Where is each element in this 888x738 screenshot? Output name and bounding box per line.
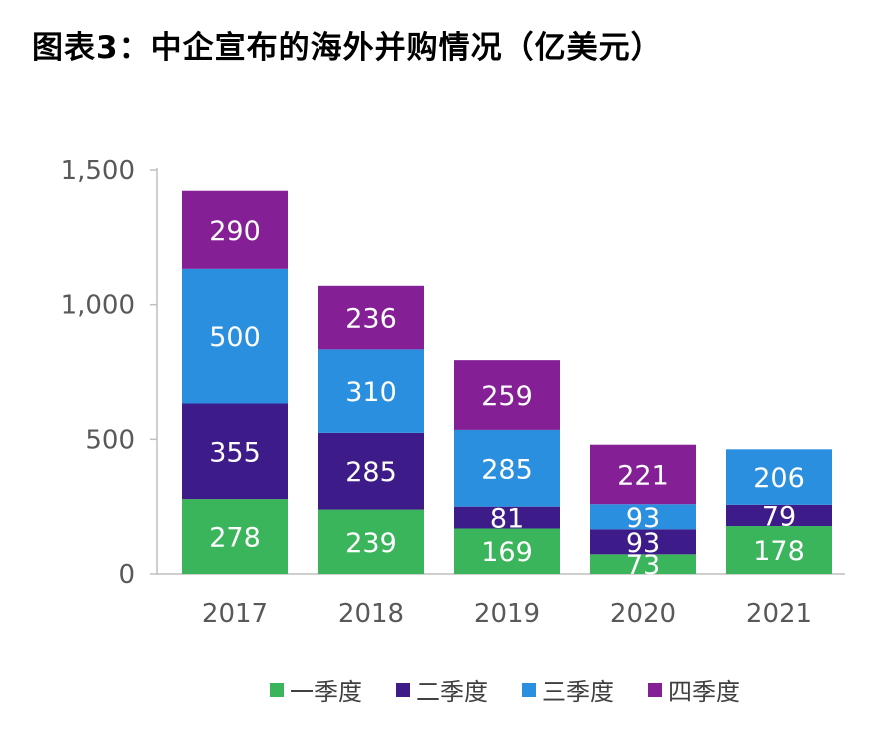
bar-segment bbox=[182, 403, 288, 500]
legend-label: 三季度 bbox=[542, 678, 614, 706]
data-label: 310 bbox=[345, 377, 397, 408]
y-tick-label: 500 bbox=[85, 425, 135, 455]
data-label: 93 bbox=[626, 503, 660, 534]
y-tick-label: 1,500 bbox=[61, 156, 135, 186]
legend-item: 四季度 bbox=[648, 672, 740, 707]
data-label: 239 bbox=[345, 528, 397, 559]
x-tick-label: 2020 bbox=[610, 599, 676, 629]
bar-segment bbox=[726, 526, 832, 574]
legend: 一季度 二季度 三季度 四季度 bbox=[270, 672, 774, 707]
legend-swatch bbox=[522, 682, 536, 697]
legend-swatch bbox=[396, 682, 410, 697]
bar-segment bbox=[182, 190, 288, 269]
bar-segment bbox=[318, 432, 424, 510]
legend-item: 三季度 bbox=[522, 672, 614, 707]
data-label: 236 bbox=[345, 304, 397, 335]
data-label: 79 bbox=[762, 501, 796, 532]
bar-segment bbox=[590, 444, 696, 505]
data-label: 73 bbox=[626, 550, 660, 581]
legend-swatch bbox=[270, 682, 284, 697]
data-label: 93 bbox=[626, 528, 660, 559]
bar-segment bbox=[318, 509, 424, 574]
data-label: 259 bbox=[481, 381, 533, 412]
legend-item: 一季度 bbox=[270, 672, 362, 707]
data-label: 285 bbox=[481, 454, 533, 485]
bar-segment bbox=[454, 360, 560, 430]
bar-segment bbox=[318, 285, 424, 350]
data-label: 290 bbox=[209, 216, 261, 247]
bar-segment bbox=[182, 268, 288, 404]
data-label: 178 bbox=[753, 536, 805, 567]
y-tick-label: 0 bbox=[118, 560, 135, 590]
data-label: 285 bbox=[345, 457, 397, 488]
x-tick-label: 2021 bbox=[746, 599, 812, 629]
data-label: 169 bbox=[481, 537, 533, 568]
data-label: 221 bbox=[617, 460, 669, 491]
legend-item: 二季度 bbox=[396, 672, 488, 707]
x-tick-label: 2017 bbox=[202, 599, 268, 629]
bar-segment bbox=[590, 529, 696, 555]
legend-label: 二季度 bbox=[416, 678, 488, 706]
chart-title: 图表3：中企宣布的海外并购情况（亿美元） bbox=[32, 30, 663, 66]
bar-segment bbox=[454, 528, 560, 574]
y-tick-label: 1,000 bbox=[61, 291, 135, 321]
bar-segment bbox=[590, 504, 696, 530]
x-tick-label: 2019 bbox=[474, 599, 540, 629]
bar-segment bbox=[454, 506, 560, 529]
bar-segment bbox=[590, 554, 696, 574]
bar-segment bbox=[182, 499, 288, 574]
bar-segment bbox=[726, 504, 832, 527]
data-label: 500 bbox=[209, 322, 261, 353]
legend-label: 四季度 bbox=[668, 678, 740, 706]
legend-swatch bbox=[648, 682, 662, 697]
bar-segment bbox=[726, 449, 832, 505]
data-label: 355 bbox=[209, 437, 261, 468]
bar-segment bbox=[318, 349, 424, 433]
data-label: 206 bbox=[753, 463, 805, 494]
data-label: 278 bbox=[209, 523, 261, 554]
bar-segment bbox=[454, 429, 560, 507]
x-tick-label: 2018 bbox=[338, 599, 404, 629]
data-label: 81 bbox=[490, 504, 524, 535]
legend-label: 一季度 bbox=[290, 678, 362, 706]
